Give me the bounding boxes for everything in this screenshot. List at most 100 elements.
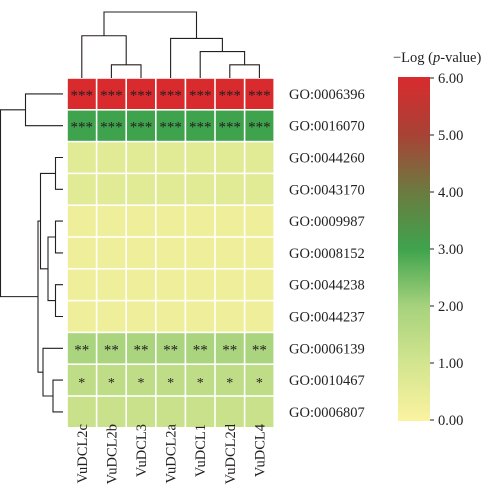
significance-stars: *** <box>189 88 212 104</box>
heatmap-cell <box>245 237 274 268</box>
dendrogram-link <box>52 379 63 413</box>
heatmap-cell <box>127 396 155 427</box>
heatmap-cell <box>67 174 96 205</box>
heatmap-cell <box>245 365 274 396</box>
dendrogram-link <box>54 284 63 318</box>
significance-stars: * <box>108 376 115 391</box>
dendrogram-link <box>24 93 63 127</box>
heatmap-cell <box>67 78 96 109</box>
column-label: VuDCL2a <box>164 423 180 483</box>
significance-stars: *** <box>130 120 153 136</box>
heatmap-cells <box>67 78 274 427</box>
significance-annotations: *** *** *** *** *** *** ****** *** *** *** *** *** *… <box>71 88 271 391</box>
significance-stars: *** <box>248 88 271 104</box>
significance-stars: * <box>78 376 85 391</box>
color-legend: −Log (p-value) 0.00 1.00 2.00 3.00 4.00 5.00 6… <box>393 50 481 429</box>
significance-stars: ** <box>222 342 237 358</box>
significance-stars: * <box>256 376 263 391</box>
heatmap-cell <box>127 110 155 141</box>
heatmap-cell <box>97 237 126 268</box>
heatmap-cell <box>186 365 215 396</box>
row-label: GO:0006139 <box>289 341 365 357</box>
heatmap-cell <box>156 333 185 364</box>
heatmap-cell <box>97 110 126 141</box>
row-label: GO:0008152 <box>289 246 365 262</box>
heatmap-cell <box>215 333 244 364</box>
legend-ticks: 0.00 1.00 2.00 3.00 4.00 5.00 6.00 <box>430 71 463 429</box>
legend-tick-label: 4.00 <box>438 185 463 201</box>
significance-stars: ** <box>74 342 89 358</box>
heatmap-cell <box>186 110 215 141</box>
significance-stars: *** <box>71 120 94 136</box>
heatmap-cell <box>97 396 126 427</box>
heatmap-cell <box>97 301 126 332</box>
significance-stars: *** <box>71 88 94 104</box>
heatmap-cell <box>186 301 215 332</box>
significance-stars: ** <box>104 342 119 358</box>
heatmap-cell <box>215 78 244 109</box>
heatmap-cell <box>127 78 155 109</box>
heatmap-cell <box>245 333 274 364</box>
heatmap-cell <box>156 269 185 300</box>
heatmap-cell <box>245 396 274 427</box>
heatmap-cell <box>127 333 155 364</box>
heatmap-cell <box>67 142 96 173</box>
row-label: GO:0044238 <box>289 278 365 294</box>
column-label: VuDCL2c <box>75 424 91 484</box>
heatmap-cell <box>215 110 244 141</box>
significance-stars: ** <box>252 342 267 358</box>
significance-stars: *** <box>130 88 153 104</box>
row-label: GO:0016070 <box>289 119 365 135</box>
column-label: VuDCL3 <box>134 424 150 477</box>
dendrogram-link <box>229 64 260 78</box>
heatmap-cell <box>245 78 274 109</box>
heatmap-cell <box>97 206 126 237</box>
legend-title: −Log (p-value) <box>393 50 481 66</box>
heatmap-cell <box>186 142 215 173</box>
dendrogram-link <box>54 220 63 254</box>
significance-stars: *** <box>100 120 123 136</box>
heatmap-cell <box>97 365 126 396</box>
heatmap-cell <box>97 78 126 109</box>
significance-stars: * <box>167 376 174 391</box>
heatmap-cell <box>215 396 244 427</box>
heatmap-cell <box>127 142 155 173</box>
row-label: GO:0044260 <box>289 151 365 167</box>
heatmap-cell <box>67 333 96 364</box>
heatmap-cell <box>215 206 244 237</box>
legend-tick-label: 5.00 <box>438 128 463 144</box>
heatmap-cell <box>156 237 185 268</box>
heatmap-cell <box>127 206 155 237</box>
heatmap-cell <box>97 269 126 300</box>
heatmap-cell <box>156 78 185 109</box>
heatmap-cell <box>186 174 215 205</box>
dendrogram-link <box>81 35 127 78</box>
heatmap-cell <box>156 365 185 396</box>
row-label: GO:0043170 <box>289 182 365 198</box>
heatmap-cell <box>67 237 96 268</box>
row-labels: GO:0006396 GO:0016070 GO:0044260 GO:0043170… <box>289 87 365 421</box>
heatmap-cell <box>127 301 155 332</box>
heatmap-cell <box>67 365 96 396</box>
row-label: GO:0006807 <box>289 405 365 421</box>
heatmap-cell <box>67 396 96 427</box>
heatmap-cell <box>127 174 155 205</box>
heatmap-cell <box>245 174 274 205</box>
heatmap-cell <box>156 110 185 141</box>
heatmap-cell <box>215 365 244 396</box>
dendrogram-link <box>47 236 56 302</box>
significance-stars: *** <box>159 88 182 104</box>
heatmap-cell <box>186 206 215 237</box>
significance-stars: *** <box>248 120 271 136</box>
significance-stars: *** <box>219 88 242 104</box>
column-labels: VuDCL2c VuDCL2b VuDCL3 VuDCL2a VuDCL1 VuDCL2d… <box>75 423 269 484</box>
row-label: GO:0010467 <box>289 373 365 389</box>
legend-tick-label: 0.00 <box>438 413 463 429</box>
heatmap-cell <box>67 206 96 237</box>
heatmap-cell <box>186 396 215 427</box>
significance-stars: *** <box>159 120 182 136</box>
legend-tick-label: 6.00 <box>438 71 463 87</box>
heatmap-cell <box>127 365 155 396</box>
heatmap-cell <box>67 301 96 332</box>
